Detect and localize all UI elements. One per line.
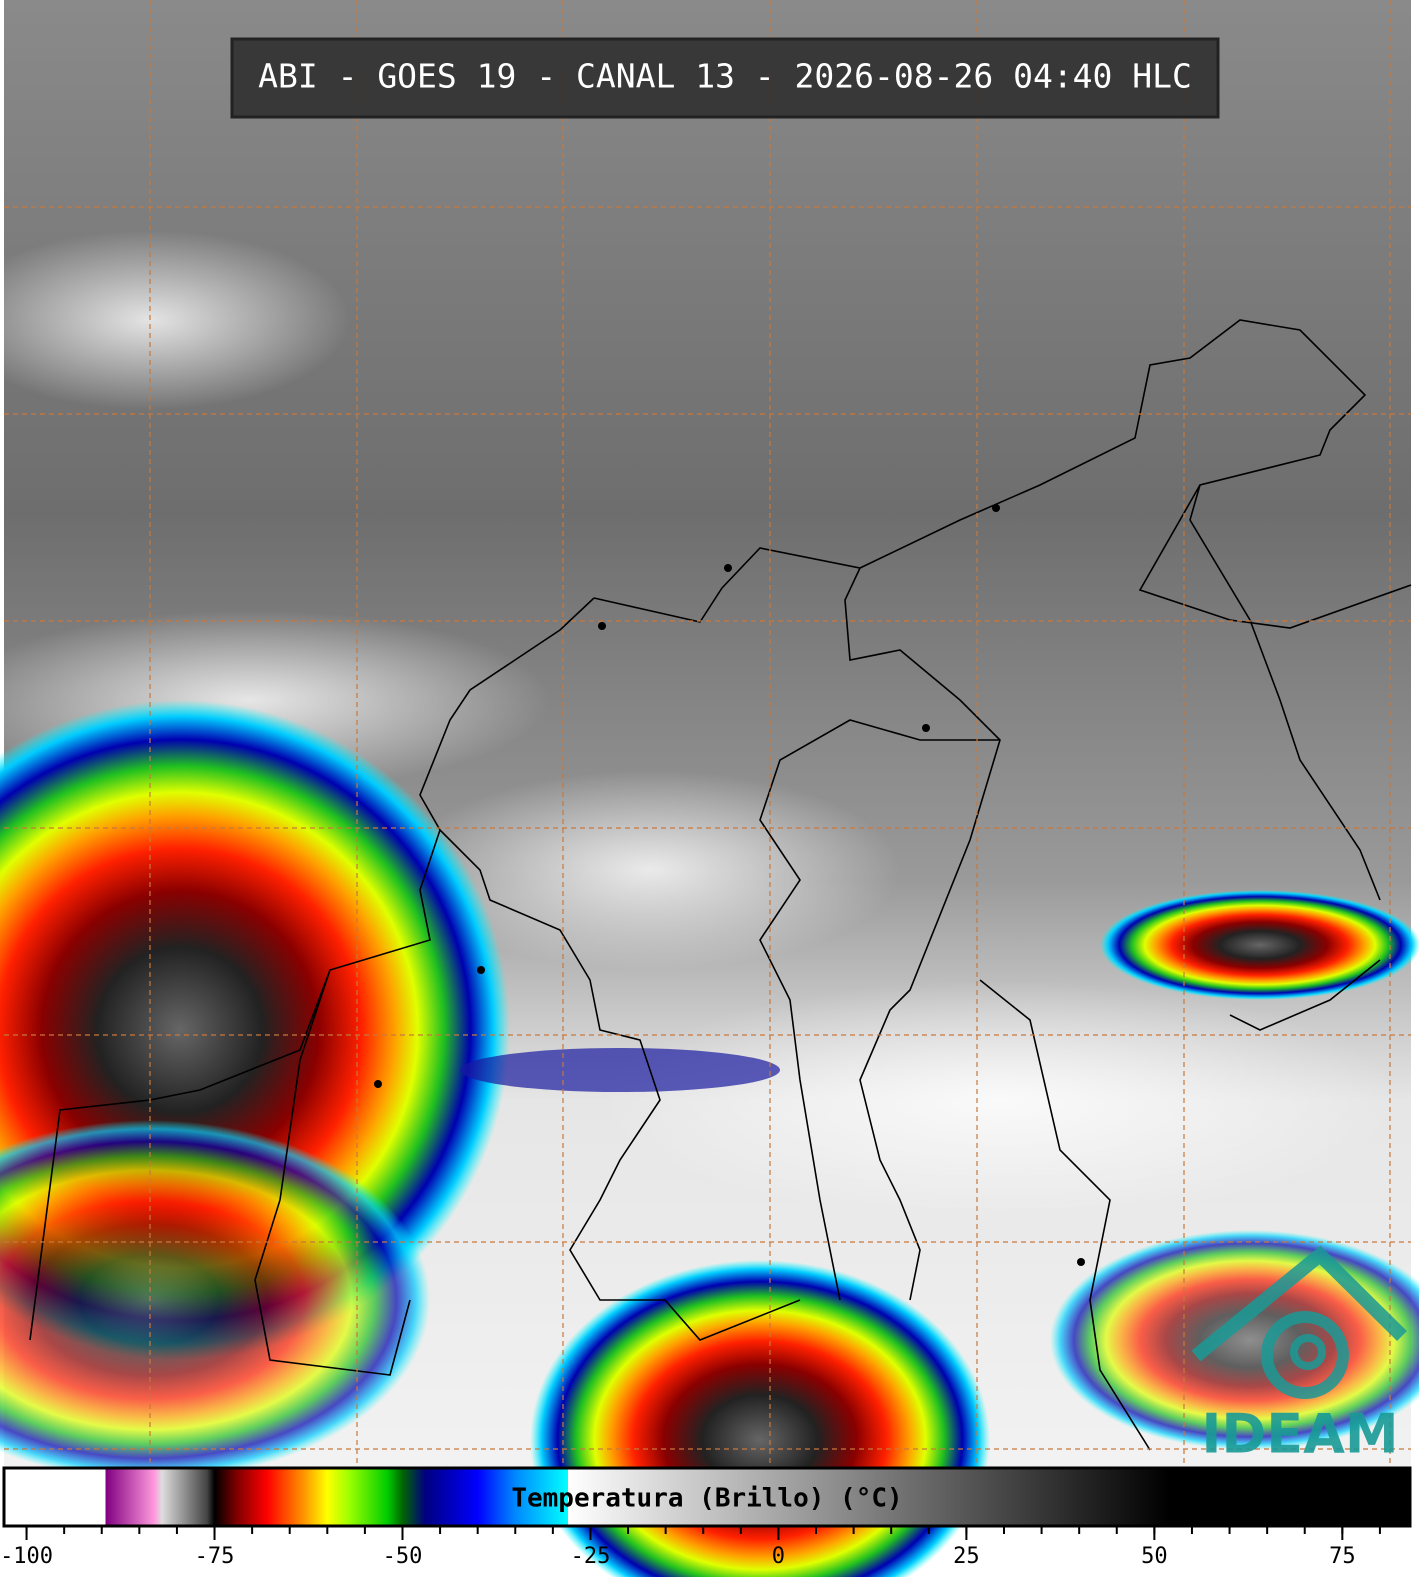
tick-label: -75	[195, 1544, 235, 1569]
logo: IDEAM	[1201, 1403, 1398, 1466]
tick-label: -100	[0, 1544, 53, 1569]
colorbar-scale	[2, 1466, 1412, 1528]
colorbar: Temperatura (Brillo) (°C) -100 -75 -50 -25 0…	[0, 1466, 1412, 1569]
tick-label: 50	[1141, 1544, 1168, 1569]
title-box	[230, 37, 1220, 119]
tick-label: -50	[383, 1544, 423, 1569]
tick-label: 75	[1329, 1544, 1356, 1569]
tick-label: 0	[772, 1544, 785, 1569]
tick-label: 25	[953, 1544, 980, 1569]
tick-label: -25	[571, 1544, 611, 1569]
title: ABI - GOES 19 - CANAL 13 - 2026-08-26 04…	[258, 57, 1192, 96]
colorbar-label: Temperatura (Brillo) (°C)	[511, 1484, 902, 1514]
